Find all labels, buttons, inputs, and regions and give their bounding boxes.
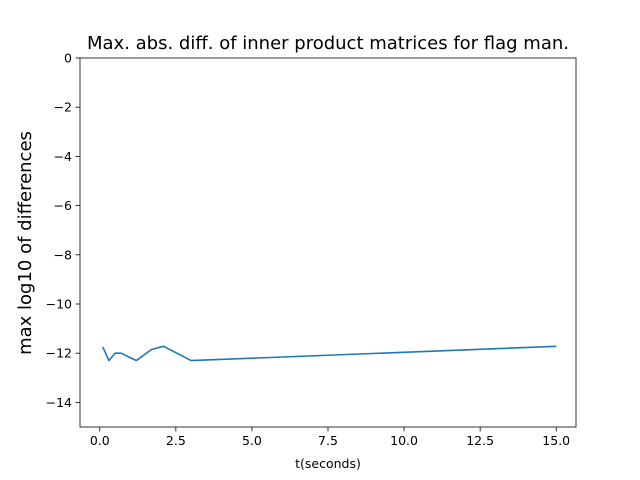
y-tick-label: −2 — [54, 100, 72, 115]
x-tick-label: 15.0 — [542, 433, 570, 448]
y-axis-label: max log10 of differences — [15, 131, 36, 355]
y-tick-label: 0 — [64, 51, 72, 66]
x-tick-label: 0.0 — [90, 433, 110, 448]
y-tick-label: −10 — [46, 297, 72, 312]
series-line-0 — [102, 345, 557, 362]
x-tick-label: 10.0 — [390, 433, 418, 448]
axes-frame — [79, 57, 577, 428]
x-tick-label: 7.5 — [318, 433, 338, 448]
y-tick-label: −4 — [54, 149, 72, 164]
x-tick-label: 5.0 — [242, 433, 262, 448]
y-tick-label: −8 — [54, 247, 72, 262]
x-tick-label: 2.5 — [166, 433, 186, 448]
y-tick-label: −12 — [46, 346, 72, 361]
plot-area: 0.0 2.5 5.0 7.5 10.0 12.5 15.0 0 −2 −4 −6 −8 −10 −12 −… — [46, 51, 577, 448]
y-tick-label: −14 — [46, 395, 72, 410]
x-axis-label: t(seconds) — [295, 456, 361, 471]
x-tick-label: 12.5 — [466, 433, 494, 448]
y-tick-label: −6 — [54, 198, 72, 213]
chart-title: Max. abs. diff. of inner product matrice… — [87, 33, 569, 54]
